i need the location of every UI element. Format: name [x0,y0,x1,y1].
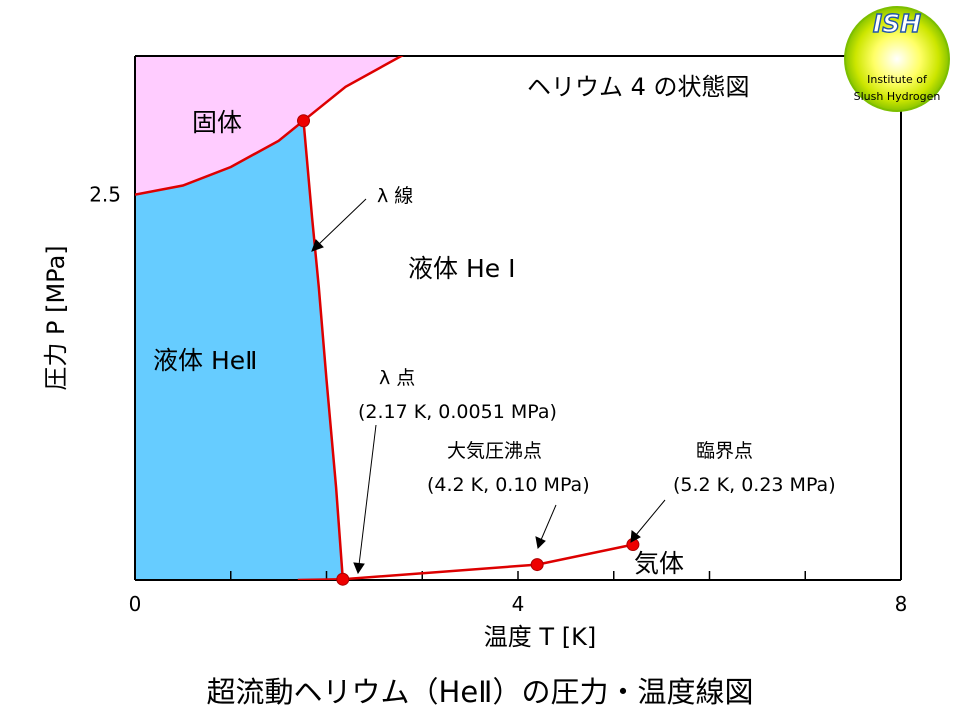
tick-layer: 0 4 8 2.5 [89,183,907,616]
vapor-pressure-curve [297,543,634,580]
critical-point-arrow [635,499,666,536]
chart-title: ヘリウム 4 の状態図 [527,73,750,101]
lambda-line-arrow [317,198,367,246]
upper-lambda-point-marker [297,114,311,128]
critical-point-value: (5.2 K, 0.23 MPa) [673,474,836,496]
logo-line2: Slush Hydrogen [854,90,941,103]
critical-point-arrowhead [630,530,641,543]
logo-disc [844,6,950,112]
boiling-point-arrow [540,504,557,541]
solid-region-label: 固体 [192,108,242,137]
phase-lines [135,56,634,580]
melting-curve [135,56,404,196]
y-axis-label: 圧力 P [MPa] [42,245,70,390]
ish-logo: ISH Institute of Slush Hydrogen [844,6,950,112]
lambda-point-label: λ 点 [379,367,415,389]
gas-region-label: 気体 [634,549,684,578]
x-axis-label: 温度 T [K] [484,623,596,651]
lambda-line-curve [302,120,345,580]
boiling-point-value: (4.2 K, 0.10 MPa) [427,474,590,496]
lambda-point-arrow [358,424,377,566]
boiling-point-arrowhead [535,536,546,550]
x-tick-label: 8 [895,592,908,616]
lambda-point-value: (2.17 K, 0.0051 MPa) [358,401,557,423]
boiling-point-label: 大気圧沸点 [447,440,542,462]
solid-region [135,56,402,195]
critical-point-label: 臨界点 [696,440,753,462]
liquid-he2-region [135,120,343,580]
liquid-he2-region-label: 液体 HeⅡ [153,346,257,375]
x-tick-label: 0 [129,592,142,616]
lambda-line-label: λ 線 [377,185,413,207]
phase-points [297,114,640,586]
logo-title: ISH [873,9,921,38]
logo-line1: Institute of [867,73,928,86]
slide-caption: 超流動ヘリウム（HeⅡ）の圧力・温度線図 [207,675,754,709]
x-tick-label: 4 [512,592,525,616]
lambda-line-arrowhead [311,239,324,252]
liquid-he1-region-label: 液体 He Ⅰ [408,254,515,283]
annotation-arrows [311,198,666,575]
lambda-point-arrowhead [353,562,365,575]
y-tick-label: 2.5 [89,183,121,207]
boiling-point-marker [530,558,544,572]
lambda-point-marker [336,572,350,586]
